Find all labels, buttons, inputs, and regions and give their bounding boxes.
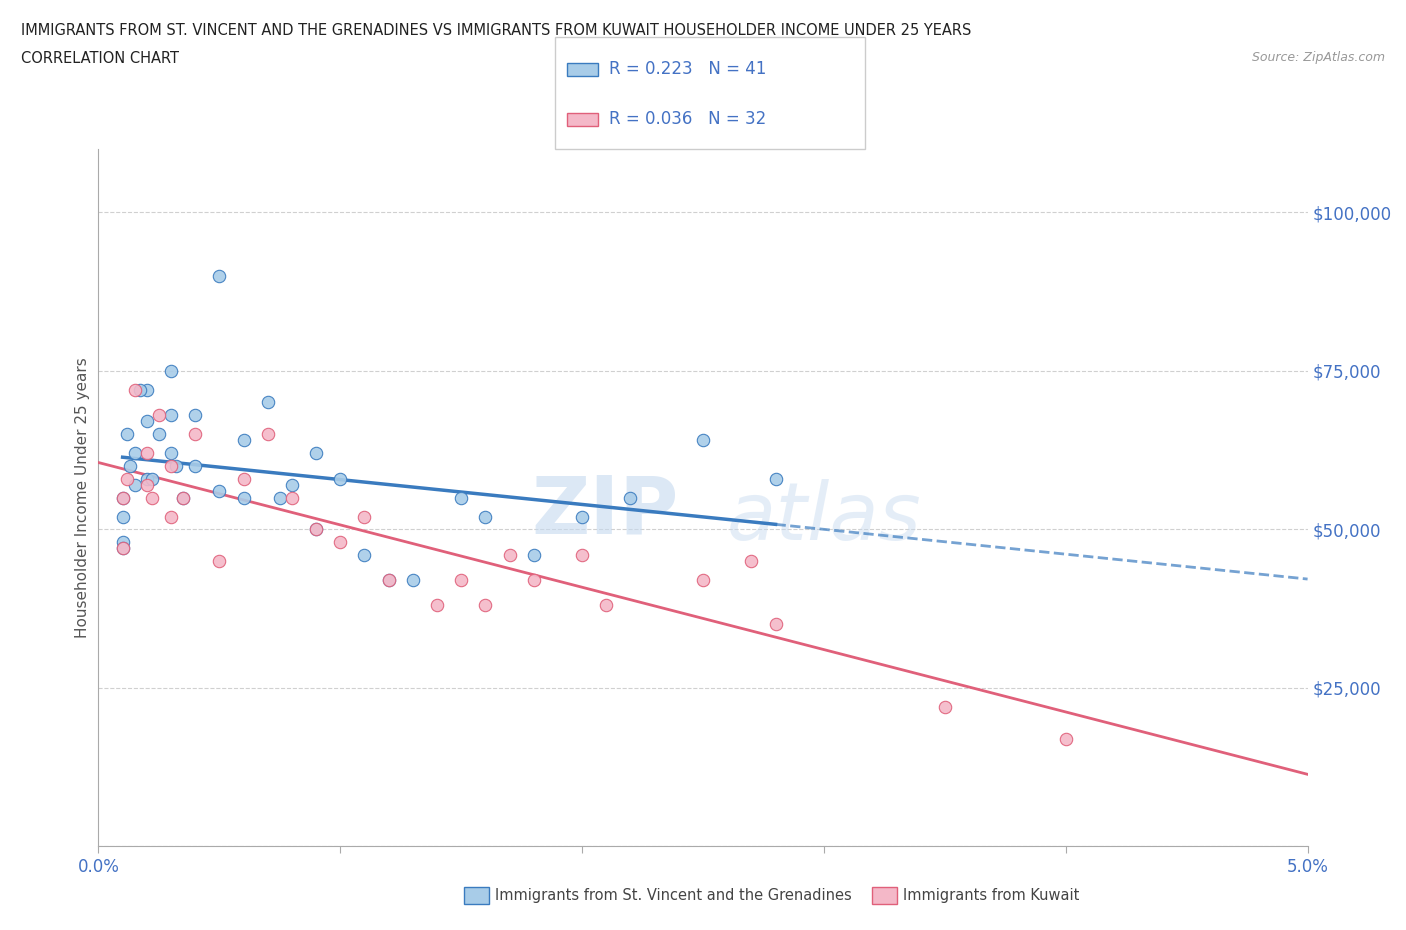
Point: [135, 414, 157, 429]
Text: CORRELATION CHART: CORRELATION CHART: [21, 51, 179, 66]
Point: [402, 573, 425, 588]
Point: [111, 541, 134, 556]
Point: [118, 458, 141, 473]
Point: [765, 617, 787, 631]
Point: [305, 522, 328, 537]
Point: [160, 364, 183, 379]
Point: [111, 541, 134, 556]
Point: [232, 490, 254, 505]
Point: [232, 433, 254, 448]
Point: [765, 472, 787, 486]
Point: [148, 427, 170, 442]
Point: [474, 509, 496, 524]
Point: [450, 573, 472, 588]
Text: atlas: atlas: [727, 480, 922, 557]
Point: [523, 547, 546, 562]
Point: [256, 427, 278, 442]
Point: [160, 445, 183, 460]
Point: [329, 472, 352, 486]
Text: IMMIGRANTS FROM ST. VINCENT AND THE GRENADINES VS IMMIGRANTS FROM KUWAIT HOUSEHO: IMMIGRANTS FROM ST. VINCENT AND THE GREN…: [21, 23, 972, 38]
Point: [117, 472, 139, 486]
Point: [305, 445, 328, 460]
Point: [208, 484, 231, 498]
Text: R = 0.223   N = 41: R = 0.223 N = 41: [609, 60, 766, 78]
Text: R = 0.036   N = 32: R = 0.036 N = 32: [609, 110, 766, 128]
Point: [124, 445, 146, 460]
Point: [160, 509, 183, 524]
Point: [740, 553, 762, 568]
Point: [172, 490, 194, 505]
Point: [595, 598, 617, 613]
Point: [124, 477, 146, 492]
Point: [619, 490, 641, 505]
Point: [141, 472, 163, 486]
Text: Immigrants from Kuwait: Immigrants from Kuwait: [903, 888, 1078, 903]
Point: [1054, 731, 1077, 746]
Text: Immigrants from St. Vincent and the Grenadines: Immigrants from St. Vincent and the Gren…: [495, 888, 852, 903]
Point: [165, 458, 187, 473]
Point: [141, 490, 163, 505]
Point: [128, 382, 150, 397]
Point: [135, 477, 157, 492]
Point: [111, 535, 134, 550]
Point: [426, 598, 449, 613]
Point: [111, 490, 134, 505]
Point: [353, 509, 375, 524]
Point: [281, 477, 304, 492]
Point: [281, 490, 304, 505]
Point: [148, 407, 170, 422]
Point: [377, 573, 399, 588]
Point: [353, 547, 375, 562]
Point: [498, 547, 520, 562]
Point: [111, 509, 134, 524]
Point: [523, 573, 546, 588]
Point: [184, 407, 207, 422]
Point: [305, 522, 328, 537]
Point: [184, 427, 207, 442]
Point: [934, 699, 956, 714]
Point: [208, 268, 231, 283]
Text: ZIP: ZIP: [531, 472, 679, 551]
Point: [135, 472, 157, 486]
Point: [135, 445, 157, 460]
Point: [269, 490, 291, 505]
Point: [474, 598, 496, 613]
Text: Source: ZipAtlas.com: Source: ZipAtlas.com: [1251, 51, 1385, 64]
Point: [692, 433, 714, 448]
Point: [232, 472, 254, 486]
Point: [329, 535, 352, 550]
Point: [208, 553, 231, 568]
Point: [692, 573, 714, 588]
Point: [184, 458, 207, 473]
Point: [571, 547, 593, 562]
Point: [124, 382, 146, 397]
Point: [160, 458, 183, 473]
Point: [172, 490, 194, 505]
Point: [256, 395, 278, 410]
Point: [117, 427, 139, 442]
Point: [111, 490, 134, 505]
Point: [377, 573, 399, 588]
Point: [571, 509, 593, 524]
Point: [160, 407, 183, 422]
Y-axis label: Householder Income Under 25 years: Householder Income Under 25 years: [75, 357, 90, 638]
Point: [135, 382, 157, 397]
Point: [450, 490, 472, 505]
